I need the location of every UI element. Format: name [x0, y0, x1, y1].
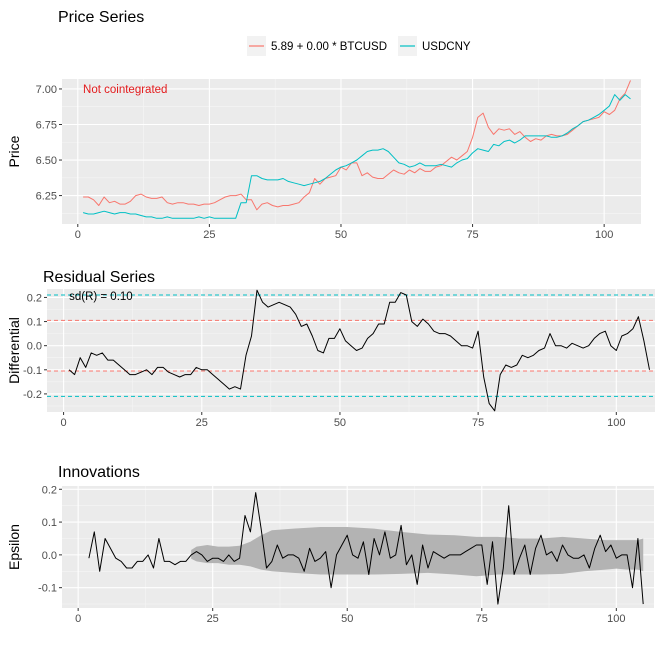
x-tick-label: 50 [335, 229, 347, 241]
x-tick-label: 50 [341, 613, 353, 625]
y-axis-label: Price [6, 135, 22, 167]
y-tick-label: 0.2 [27, 292, 42, 304]
data-layer [47, 289, 655, 412]
x-tick-label: 75 [476, 613, 488, 625]
y-tick-label: 6.75 [36, 119, 57, 131]
legend-item: 5.89 + 0.00 * BTCUSD [247, 36, 387, 56]
legend-label: 5.89 + 0.00 * BTCUSD [271, 41, 387, 53]
y-tick-label: 0.0 [27, 341, 42, 353]
x-tick-label: 25 [196, 417, 208, 429]
x-tick-label: 25 [207, 613, 219, 625]
y-tick-label: 7.00 [36, 84, 57, 96]
panel-title: Price Series [58, 9, 144, 26]
data-layer [88, 492, 644, 605]
legend-label: USDCNY [422, 41, 471, 53]
annotation-label: sd(R) = 0.10 [69, 291, 133, 303]
x-tick-label: 75 [472, 417, 484, 429]
y-tick-label: 0.0 [42, 550, 57, 562]
series-line-2 [82, 94, 631, 219]
annotation-label: Not cointegrated [83, 84, 167, 96]
data-layer [82, 80, 631, 219]
series-line-1 [83, 80, 631, 211]
y-tick-label: 6.25 [36, 191, 57, 203]
panel-1: 0 25 50 75 100 6.25 6.50 6.75 7.00 Price Series Pr… [6, 9, 641, 241]
x-tick-label: 100 [607, 613, 625, 625]
legend: 5.89 + 0.00 * BTCUSD USDCNY [247, 36, 471, 56]
x-tick-label: 0 [61, 417, 67, 429]
y-axis-label: Differential [6, 317, 22, 384]
panel-title: Innovations [58, 464, 140, 481]
x-tick-label: 25 [203, 229, 215, 241]
y-tick-label: 6.50 [36, 155, 57, 167]
legend-item: USDCNY [398, 36, 471, 56]
x-tick-label: 75 [466, 229, 478, 241]
y-tick-label: 0.1 [42, 517, 57, 529]
plot-background [62, 79, 641, 224]
y-tick-label: -0.1 [38, 583, 57, 595]
y-axis-label: Epsilon [6, 524, 22, 570]
x-tick-label: 0 [75, 229, 81, 241]
series-line-1 [68, 289, 650, 412]
y-tick-label: -0.2 [23, 389, 42, 401]
x-tick-label: 100 [607, 417, 625, 429]
confidence-band [191, 526, 644, 577]
x-tick-label: 100 [595, 229, 613, 241]
y-tick-label: -0.1 [23, 365, 42, 377]
y-tick-label: 0.2 [42, 484, 57, 496]
series-line-1 [88, 492, 644, 605]
y-tick-label: 0.1 [27, 317, 42, 329]
panel-title: Residual Series [43, 269, 155, 286]
x-tick-label: 0 [75, 613, 81, 625]
x-tick-label: 50 [334, 417, 346, 429]
